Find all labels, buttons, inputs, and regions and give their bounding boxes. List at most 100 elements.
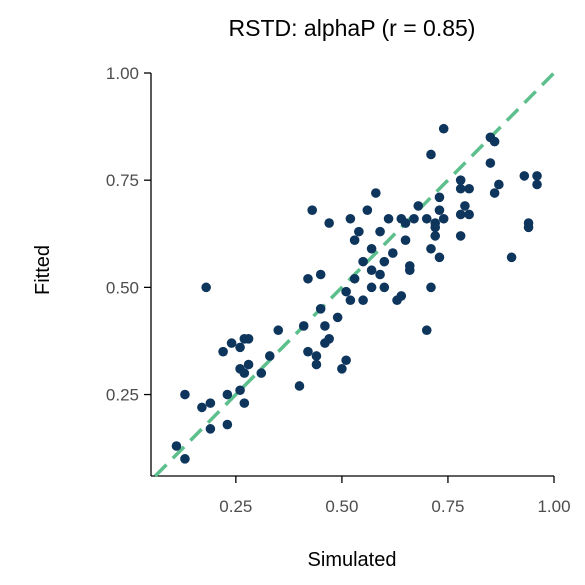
- data-point: [532, 171, 542, 181]
- data-point: [366, 243, 377, 254]
- data-point: [341, 355, 351, 366]
- data-point: [430, 222, 441, 233]
- data-point: [226, 338, 237, 348]
- data-point: [430, 231, 441, 241]
- data-point: [366, 282, 377, 293]
- data-point: [201, 282, 211, 293]
- data-point: [426, 243, 436, 254]
- data-point: [345, 295, 356, 306]
- data-point: [311, 359, 322, 370]
- data-point: [315, 303, 326, 314]
- data-point: [298, 321, 309, 331]
- data-point: [243, 334, 254, 344]
- data-point: [171, 441, 182, 451]
- data-point: [379, 282, 390, 293]
- data-point: [366, 265, 377, 276]
- data-point: [404, 265, 415, 276]
- data-point: [434, 192, 445, 203]
- data-point: [371, 188, 381, 198]
- data-point: [345, 213, 356, 224]
- y-axis-label: Fitted: [32, 245, 54, 295]
- data-point: [532, 179, 542, 190]
- data-point: [400, 235, 411, 246]
- y-tick-label: 0.75: [106, 171, 139, 190]
- data-point: [383, 213, 394, 224]
- data-point: [379, 256, 390, 267]
- data-point: [409, 213, 419, 224]
- data-point: [400, 218, 411, 228]
- data-point: [426, 282, 436, 293]
- data-point: [388, 248, 398, 258]
- data-points: [171, 123, 542, 464]
- data-point: [349, 235, 360, 246]
- data-point: [273, 325, 284, 336]
- data-point: [180, 454, 190, 464]
- y-axis-ticks: 0.25 0.50 0.75 1.00: [106, 64, 151, 405]
- data-point: [464, 183, 474, 194]
- chart-title: RSTD: alphaP (r = 0.85): [229, 15, 476, 41]
- data-point: [197, 402, 207, 413]
- data-point: [341, 286, 351, 297]
- data-point: [523, 222, 534, 233]
- data-point: [494, 179, 504, 190]
- x-tick-label: 0.25: [219, 497, 252, 516]
- data-point: [222, 419, 233, 430]
- data-point: [506, 252, 517, 263]
- data-point: [455, 231, 466, 241]
- data-point: [303, 273, 313, 284]
- x-tick-label: 0.50: [325, 497, 358, 516]
- data-point: [489, 136, 500, 147]
- data-point: [315, 269, 326, 280]
- data-point: [455, 209, 466, 220]
- data-point: [332, 312, 343, 323]
- data-point: [243, 359, 254, 370]
- data-point: [464, 209, 474, 220]
- data-point: [426, 149, 436, 160]
- data-point: [489, 188, 500, 198]
- data-point: [396, 291, 407, 301]
- data-point: [235, 342, 245, 353]
- data-point: [294, 381, 305, 391]
- data-point: [218, 346, 228, 357]
- data-point: [362, 205, 373, 215]
- data-point: [421, 213, 432, 224]
- y-tick-label: 1.00: [106, 64, 139, 83]
- data-point: [434, 252, 445, 263]
- data-point: [320, 321, 330, 331]
- data-point: [349, 273, 360, 284]
- data-point: [303, 346, 313, 357]
- data-point: [455, 183, 466, 194]
- data-point: [324, 218, 334, 228]
- data-point: [205, 424, 216, 434]
- data-point: [485, 158, 496, 168]
- data-point: [375, 226, 385, 237]
- data-point: [460, 201, 470, 211]
- data-point: [354, 226, 364, 237]
- data-point: [455, 175, 466, 185]
- data-point: [264, 351, 275, 361]
- data-point: [205, 398, 216, 408]
- data-point: [239, 398, 250, 408]
- data-point: [358, 256, 368, 267]
- x-axis-ticks: 0.25 0.50 0.75 1.00: [219, 476, 571, 516]
- data-point: [222, 389, 233, 400]
- data-point: [438, 123, 449, 134]
- data-point: [311, 351, 322, 361]
- data-point: [239, 368, 250, 378]
- x-tick-label: 1.00: [537, 497, 570, 516]
- data-point: [519, 171, 530, 181]
- data-point: [413, 201, 424, 211]
- data-point: [235, 385, 245, 396]
- data-point: [256, 368, 267, 378]
- data-point: [421, 325, 432, 336]
- x-tick-label: 0.75: [431, 497, 464, 516]
- data-point: [358, 295, 368, 306]
- data-point: [324, 334, 334, 344]
- data-point: [434, 205, 445, 215]
- data-point: [180, 389, 190, 400]
- data-point: [375, 269, 385, 280]
- data-point: [307, 205, 318, 215]
- x-axis-label: Simulated: [308, 549, 397, 571]
- y-tick-label: 0.25: [106, 386, 139, 405]
